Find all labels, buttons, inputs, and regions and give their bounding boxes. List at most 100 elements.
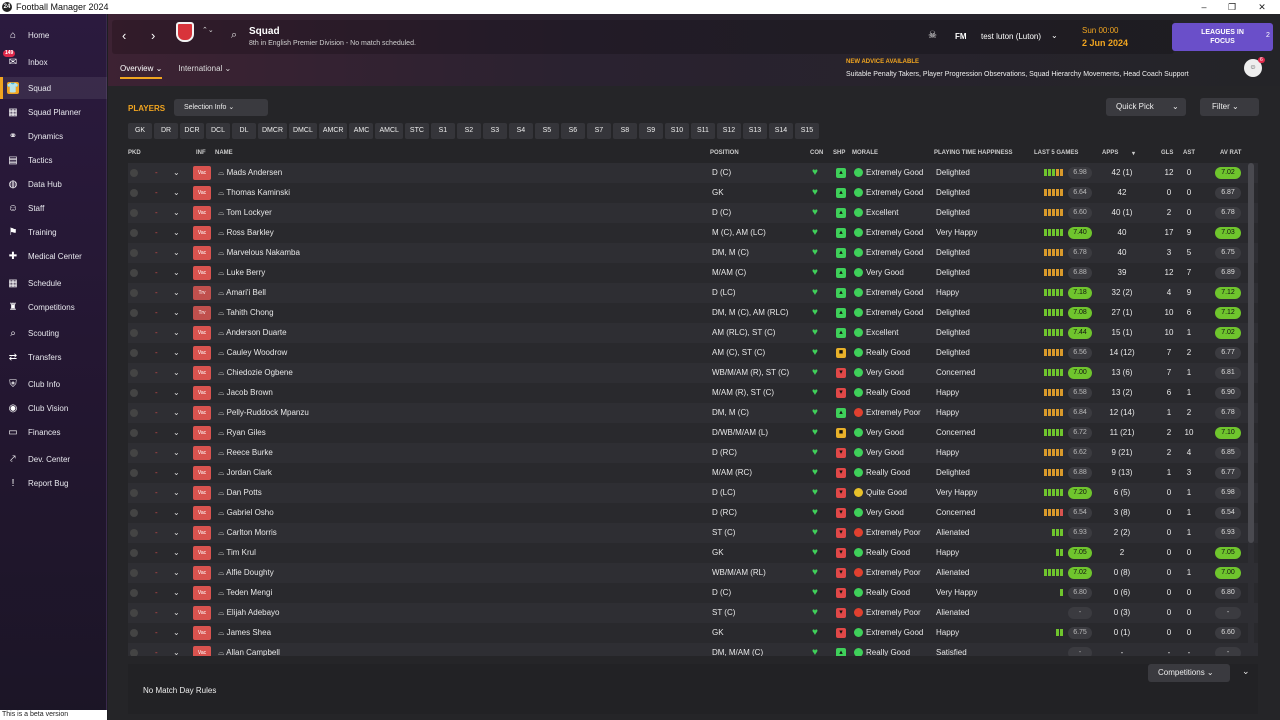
- col-name[interactable]: NAME: [215, 150, 233, 156]
- position-btn-amcl[interactable]: AMCL: [375, 123, 403, 139]
- col-last5[interactable]: LAST 5 GAMES: [1034, 150, 1079, 156]
- player-name[interactable]: ⌓ Pelly-Ruddock Mpanzu: [218, 403, 309, 423]
- player-name[interactable]: ⌓ Chiedozie Ogbene: [218, 363, 293, 383]
- position-btn-s2[interactable]: S2: [456, 123, 481, 139]
- table-row[interactable]: - ⌄ Vac ⌓ Ross Barkley M (C), AM (LC) ♥ ▴ Extre…: [128, 223, 1258, 243]
- sort-desc-icon[interactable]: ▾: [1132, 151, 1136, 157]
- sidebar-item-squad-planner[interactable]: ▦ Squad Planner: [0, 101, 107, 123]
- pkd-toggle[interactable]: [130, 329, 138, 337]
- position-btn-dr[interactable]: DR: [154, 123, 178, 139]
- col-con[interactable]: CON: [810, 150, 824, 156]
- pkd-toggle[interactable]: [130, 309, 138, 317]
- minimize-button[interactable]: –: [1201, 2, 1207, 12]
- position-btn-s11[interactable]: S11: [690, 123, 715, 139]
- club-crest-icon[interactable]: [176, 22, 194, 42]
- table-row[interactable]: - ⌄ Vac ⌓ Alfie Doughty WB/M/AM (RL) ♥ ▾ Extrem…: [128, 563, 1258, 583]
- sidebar-item-staff[interactable]: ☺ Staff: [0, 197, 107, 219]
- position-btn-dmcl[interactable]: DMCL: [289, 123, 317, 139]
- search-icon[interactable]: ⌕: [231, 29, 238, 41]
- sidebar-item-dev-center[interactable]: ⤤ Dev. Center: [0, 448, 107, 470]
- player-name[interactable]: ⌓ Tim Krul: [218, 543, 256, 563]
- row-chevron-icon[interactable]: ⌄: [173, 608, 180, 617]
- col-avrat[interactable]: AV RAT: [1220, 150, 1242, 156]
- sidebar-item-finances[interactable]: ▭ Finances: [0, 421, 107, 443]
- player-name[interactable]: ⌓ Reece Burke: [218, 443, 273, 463]
- pkd-toggle[interactable]: [130, 249, 138, 257]
- sidebar-item-medical-center[interactable]: ✚ Medical Center: [0, 245, 107, 267]
- table-row[interactable]: - ⌄ Trv ⌓ Amari'i Bell D (LC) ♥ ▴ Extremely Goo…: [128, 283, 1258, 303]
- table-row[interactable]: - ⌄ Vac ⌓ Ryan Giles D/WB/M/AM (L) ♥ ■ Very Goo…: [128, 423, 1258, 443]
- quick-pick-button[interactable]: Quick Pick ⌄: [1106, 98, 1186, 116]
- quick-pick-chevron-icon[interactable]: ⌄: [1172, 102, 1179, 111]
- player-name[interactable]: ⌓ Ryan Giles: [218, 423, 266, 443]
- table-row[interactable]: - ⌄ Vac ⌓ Mads Andersen D (C) ♥ ▴ Extremely Goo…: [128, 163, 1258, 183]
- player-name[interactable]: ⌓ Alfie Doughty: [218, 563, 274, 583]
- tab-international[interactable]: International ⌄: [178, 64, 232, 73]
- position-btn-dl[interactable]: DL: [232, 123, 256, 139]
- table-row[interactable]: - ⌄ Vac ⌓ James Shea GK ♥ ▾ Extremely Good Happy…: [128, 623, 1258, 643]
- pkd-toggle[interactable]: [130, 549, 138, 557]
- table-row[interactable]: - ⌄ Vac ⌓ Jacob Brown M/AM (R), ST (C) ♥ ▾ Real…: [128, 383, 1258, 403]
- player-name[interactable]: ⌓ Mads Andersen: [218, 163, 282, 183]
- sidebar-item-report-bug[interactable]: ! Report Bug: [0, 472, 107, 494]
- player-name[interactable]: ⌓ Thomas Kaminski: [218, 183, 290, 203]
- pkd-toggle[interactable]: [130, 469, 138, 477]
- position-btn-s5[interactable]: S5: [534, 123, 559, 139]
- pkd-toggle[interactable]: [130, 449, 138, 457]
- row-chevron-icon[interactable]: ⌄: [173, 168, 180, 177]
- back-arrow-icon[interactable]: ‹: [122, 28, 127, 43]
- player-name[interactable]: ⌓ Jacob Brown: [218, 383, 273, 403]
- row-chevron-icon[interactable]: ⌄: [173, 408, 180, 417]
- sidebar-item-squad[interactable]: 👕 Squad: [0, 77, 107, 99]
- sidebar-item-competitions[interactable]: ♜ Competitions: [0, 296, 107, 318]
- col-apps[interactable]: APPS: [1102, 150, 1119, 156]
- row-chevron-icon[interactable]: ⌄: [173, 328, 180, 337]
- table-row[interactable]: - ⌄ Vac ⌓ Teden Mengi D (C) ♥ ▾ Really Good Very…: [128, 583, 1258, 603]
- pkd-toggle[interactable]: [130, 209, 138, 217]
- row-chevron-icon[interactable]: ⌄: [173, 208, 180, 217]
- sidebar-item-scouting[interactable]: ⌕ Scouting: [0, 322, 107, 344]
- selection-info-button[interactable]: Selection Info ⌄: [174, 99, 268, 116]
- fm-logo[interactable]: FM: [955, 32, 967, 41]
- table-row[interactable]: - ⌄ Vac ⌓ Chiedozie Ogbene WB/M/AM (R), ST (…: [128, 363, 1258, 383]
- table-row[interactable]: - ⌄ Vac ⌓ Cauley Woodrow AM (C), ST (C) ♥ ■ Rea…: [128, 343, 1258, 363]
- pkd-toggle[interactable]: [130, 429, 138, 437]
- player-name[interactable]: ⌓ Carlton Morris: [218, 523, 277, 543]
- table-row[interactable]: - ⌄ Vac ⌓ Luke Berry M/AM (C) ♥ ▴ Very Good Deli…: [128, 263, 1258, 283]
- row-chevron-icon[interactable]: ⌄: [173, 448, 180, 457]
- crest-switch-icon[interactable]: ⌃⌄: [202, 27, 214, 34]
- player-name[interactable]: ⌓ Cauley Woodrow: [218, 343, 287, 363]
- player-name[interactable]: ⌓ Elijah Adebayo: [218, 603, 280, 623]
- player-name[interactable]: ⌓ Marvelous Nakamba: [218, 243, 300, 263]
- table-row[interactable]: - ⌄ Vac ⌓ Thomas Kaminski GK ♥ ▴ Extremely Good…: [128, 183, 1258, 203]
- maximize-button[interactable]: ❐: [1227, 2, 1237, 12]
- position-btn-s10[interactable]: S10: [664, 123, 689, 139]
- position-btn-s14[interactable]: S14: [768, 123, 793, 139]
- pkd-toggle[interactable]: [130, 629, 138, 637]
- player-name[interactable]: ⌓ Gabriel Osho: [218, 503, 274, 523]
- table-row[interactable]: - ⌄ Vac ⌓ Dan Potts D (LC) ♥ ▾ Quite Good Very H…: [128, 483, 1258, 503]
- table-row[interactable]: - ⌄ Vac ⌓ Tim Krul GK ♥ ▾ Really Good Happy 7.05 2…: [128, 543, 1258, 563]
- col-pkd[interactable]: PKD: [128, 150, 141, 156]
- row-chevron-icon[interactable]: ⌄: [173, 628, 180, 637]
- position-btn-amc[interactable]: AMC: [349, 123, 374, 139]
- skull-icon[interactable]: ☠: [928, 30, 937, 41]
- player-name[interactable]: ⌓ Amari'i Bell: [218, 283, 266, 303]
- position-btn-s8[interactable]: S8: [612, 123, 637, 139]
- manager-avatar[interactable]: ☺: [1244, 59, 1262, 77]
- leagues-in-focus-button[interactable]: LEAGUES IN FOCUS: [1172, 23, 1273, 51]
- position-btn-s9[interactable]: S9: [638, 123, 663, 139]
- pkd-toggle[interactable]: [130, 269, 138, 277]
- position-btn-s12[interactable]: S12: [716, 123, 741, 139]
- sidebar-item-club-vision[interactable]: ◉ Club Vision: [0, 397, 107, 419]
- row-chevron-icon[interactable]: ⌄: [173, 228, 180, 237]
- position-btn-dcl[interactable]: DCL: [206, 123, 230, 139]
- player-name[interactable]: ⌓ Teden Mengi: [218, 583, 272, 603]
- position-btn-gk[interactable]: GK: [128, 123, 152, 139]
- pkd-toggle[interactable]: [130, 229, 138, 237]
- row-chevron-icon[interactable]: ⌄: [173, 368, 180, 377]
- table-scrollbar[interactable]: [1248, 163, 1254, 655]
- pkd-toggle[interactable]: [130, 649, 138, 656]
- tab-overview[interactable]: Overview ⌄: [120, 64, 163, 79]
- player-name[interactable]: ⌓ Ross Barkley: [218, 223, 274, 243]
